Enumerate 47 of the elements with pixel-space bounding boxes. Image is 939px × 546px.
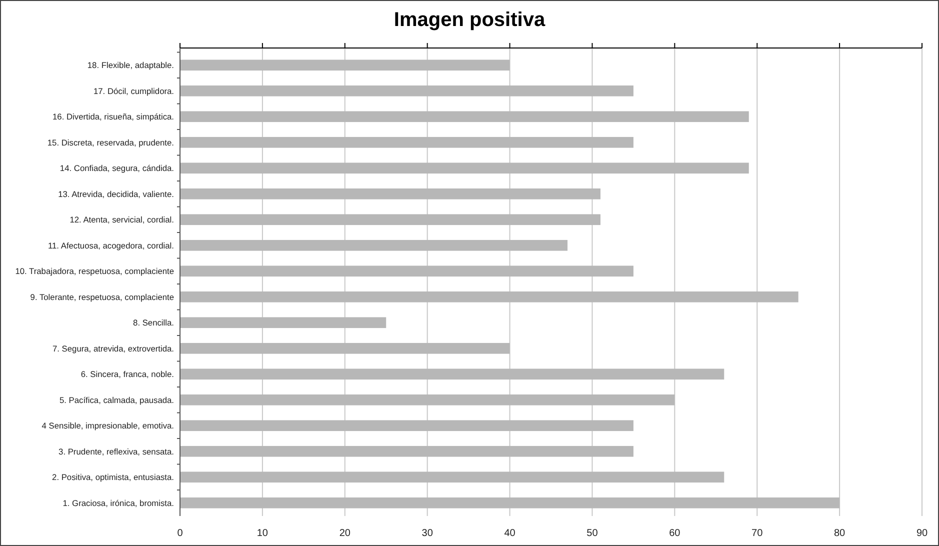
bar	[180, 497, 840, 508]
x-tick-label: 0	[177, 528, 184, 539]
y-tick-label: 10. Trabajadora, respetuosa, complaciente	[15, 266, 174, 276]
y-tick-label: 3. Prudente, reflexiva, sensata.	[58, 446, 174, 456]
bar	[180, 368, 724, 380]
bar	[180, 214, 600, 226]
bar	[180, 240, 568, 251]
y-tick-label: 14. Confiada, segura, cándida.	[60, 163, 174, 174]
bar	[180, 420, 634, 432]
y-tick-label: 11. Afectuosa, acogedora, cordial.	[48, 240, 174, 250]
x-tick-label: 70	[752, 528, 764, 539]
y-tick-label: 15. Discreta, reservada, prudente.	[47, 137, 174, 148]
bar	[180, 85, 634, 96]
y-tick-label: 12. Atenta, servicial, cordial.	[70, 214, 174, 225]
x-tick-label: 90	[916, 528, 928, 539]
x-tick-label: 30	[422, 528, 434, 539]
bar	[180, 136, 634, 148]
bar	[180, 291, 798, 302]
y-tick-label: 4 Sensible, impresionable, emotiva.	[42, 420, 174, 431]
bar	[180, 394, 675, 406]
bar	[180, 266, 634, 277]
chart-title: Imagen positiva	[394, 9, 546, 31]
bar	[180, 111, 749, 122]
y-tick-label: 2. Positiva, optimista, entusiasta.	[52, 472, 174, 482]
bar	[180, 317, 386, 328]
bar	[180, 472, 724, 483]
x-tick-label: 10	[256, 528, 268, 539]
x-tick-label: 80	[834, 528, 846, 539]
y-tick-label: 17. Dócil, cumplidora.	[93, 86, 174, 96]
bar	[180, 188, 600, 200]
bar	[180, 446, 634, 457]
y-tick-label: 9. Tolerante, respetuosa, complaciente	[30, 292, 174, 302]
x-tick-label: 60	[669, 528, 681, 539]
x-tick-label: 40	[504, 528, 516, 539]
bar	[180, 342, 510, 354]
bar	[180, 60, 510, 71]
x-tick-label: 20	[339, 528, 351, 539]
y-tick-label: 18. Flexible, adaptable.	[87, 60, 174, 70]
y-tick-label: 13. Atrevida, decidida, valiente.	[58, 188, 174, 199]
x-tick-label: 50	[586, 528, 598, 539]
y-tick-label: 5. Pacífica, calmada, pausada.	[59, 394, 174, 405]
bar	[180, 162, 749, 174]
y-tick-label: 7. Segura, atrevida, extrovertida.	[52, 343, 174, 354]
y-tick-label: 6. Sincera, franca, noble.	[80, 369, 174, 380]
y-tick-label: 8. Sencilla.	[133, 318, 174, 328]
y-tick-label: 1. Graciosa, irónica, bromista.	[62, 498, 174, 508]
y-tick-label: 16. Divertida, risueña, simpática.	[52, 112, 174, 122]
